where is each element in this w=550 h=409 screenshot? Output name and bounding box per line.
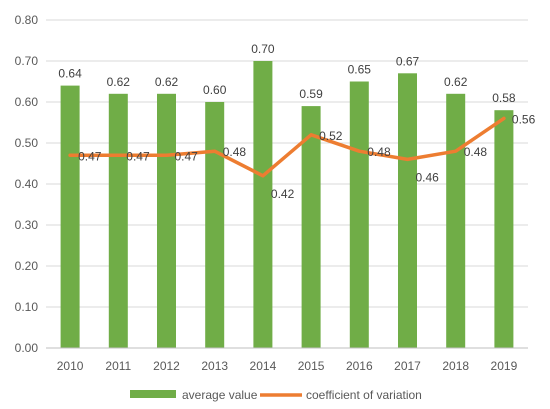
line-label-2019: 0.56 <box>512 112 536 126</box>
line-label-2014: 0.42 <box>271 187 295 201</box>
line-series <box>68 116 506 178</box>
y-tick-label: 0.70 <box>15 54 39 68</box>
legend-swatch-average-value <box>130 390 176 398</box>
line-label-2015: 0.52 <box>319 129 343 143</box>
bar-data-labels: 0.64 0.62 0.62 0.60 0.70 0.59 0.65 0.67 0.62 0.58 <box>58 42 515 105</box>
y-tick-label: 0.50 <box>15 136 39 150</box>
y-tick-label: 0.10 <box>15 300 39 314</box>
bar-2019 <box>494 110 514 348</box>
bar-label-2012: 0.62 <box>155 75 179 89</box>
bar-2017 <box>398 73 417 349</box>
line-label-2016: 0.48 <box>367 145 391 159</box>
line-label-2012: 0.47 <box>175 149 199 163</box>
bar-series <box>60 61 514 349</box>
bar-label-2015: 0.59 <box>299 87 323 101</box>
x-tick-label: 2014 <box>250 359 277 373</box>
x-tick-label: 2010 <box>57 359 84 373</box>
bar-label-2010: 0.64 <box>58 67 82 81</box>
y-tick-label: 0.00 <box>15 341 39 355</box>
x-tick-label: 2015 <box>298 359 325 373</box>
x-tick-label: 2019 <box>491 359 518 373</box>
line-data-labels: 0.47 0.47 0.47 0.48 0.42 0.52 0.48 0.46 0.48 0.56 <box>78 112 535 200</box>
line-label-2011: 0.47 <box>126 149 150 163</box>
bar-2013 <box>205 102 225 348</box>
x-tick-label: 2017 <box>394 359 421 373</box>
bar-label-2019: 0.58 <box>492 91 516 105</box>
x-axis: 2010 2011 2012 2013 2014 2015 2016 2017 2018 2019 <box>46 347 528 373</box>
legend-label-coefficient-of-variation: coefficient of variation <box>306 388 422 402</box>
line-coefficient-of-variation <box>68 116 506 178</box>
line-label-2010: 0.47 <box>78 149 102 163</box>
bar-label-2018: 0.62 <box>444 75 468 89</box>
line-label-2018: 0.48 <box>464 145 488 159</box>
legend-label-average-value: average value <box>182 388 258 402</box>
x-tick-label: 2016 <box>346 359 373 373</box>
bar-label-2011: 0.62 <box>107 75 131 89</box>
x-tick-label: 2018 <box>442 359 469 373</box>
x-tick-label: 2011 <box>105 359 131 373</box>
bar-label-2016: 0.65 <box>348 63 372 77</box>
legend: average value coefficient of variation <box>130 388 422 402</box>
bar-label-2013: 0.60 <box>203 83 227 97</box>
bar-2011 <box>108 93 128 348</box>
y-tick-label: 0.60 <box>15 95 39 109</box>
y-tick-label: 0.40 <box>15 177 39 191</box>
y-axis: 0.00 0.10 0.20 0.30 0.40 0.50 0.60 0.70 0.80 <box>15 13 39 355</box>
bar-2016 <box>349 81 369 348</box>
bar-2014 <box>253 61 273 348</box>
bar-2018 <box>446 93 466 348</box>
x-tick-label: 2012 <box>153 359 180 373</box>
bar-2010 <box>60 85 80 348</box>
y-tick-label: 0.30 <box>15 218 39 232</box>
line-label-2013: 0.48 <box>223 145 247 159</box>
bar-label-2014: 0.70 <box>251 42 275 56</box>
bar-2012 <box>157 93 176 348</box>
y-tick-label: 0.80 <box>15 13 39 27</box>
bar-2015 <box>301 106 321 348</box>
line-label-2017: 0.46 <box>416 170 440 184</box>
y-tick-label: 0.20 <box>15 259 39 273</box>
x-tick-label: 2013 <box>201 359 228 373</box>
bar-label-2017: 0.67 <box>396 54 420 68</box>
